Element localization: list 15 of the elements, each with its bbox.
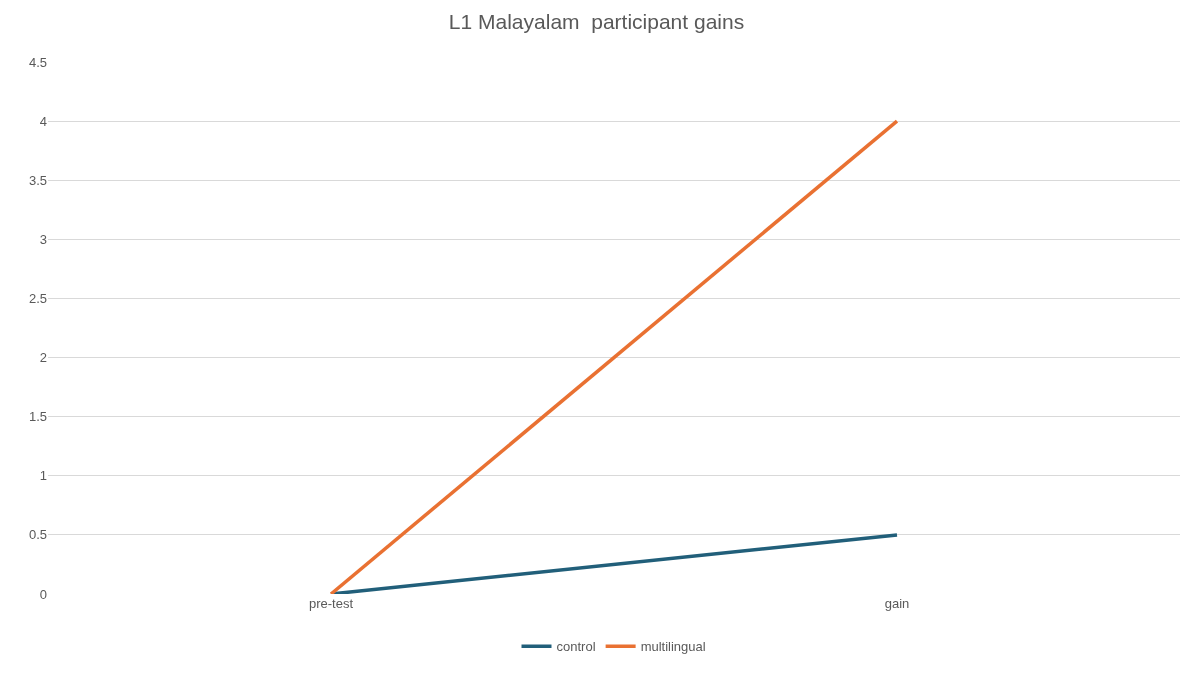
y-tick-label: 2.5 [28, 290, 47, 306]
y-tick-label: 1.5 [28, 409, 47, 425]
legend-label: control [556, 639, 596, 655]
y-tick-label: 1 [39, 468, 47, 484]
x-tick-label: pre-test [308, 596, 354, 611]
y-tick-label: 0 [39, 586, 47, 602]
y-tick-label: 4 [39, 113, 47, 129]
x-tick-label: gain [884, 596, 910, 611]
y-tick-label: 3 [39, 231, 47, 247]
y-tick-label: 0.5 [28, 527, 47, 543]
legend-label: multilingual [640, 639, 706, 655]
y-tick-label: 3.5 [28, 172, 47, 188]
y-tick-label: 4.5 [28, 54, 47, 70]
chart-title: L1 Malayalam participant gains [448, 10, 745, 34]
y-tick-label: 2 [39, 350, 47, 366]
